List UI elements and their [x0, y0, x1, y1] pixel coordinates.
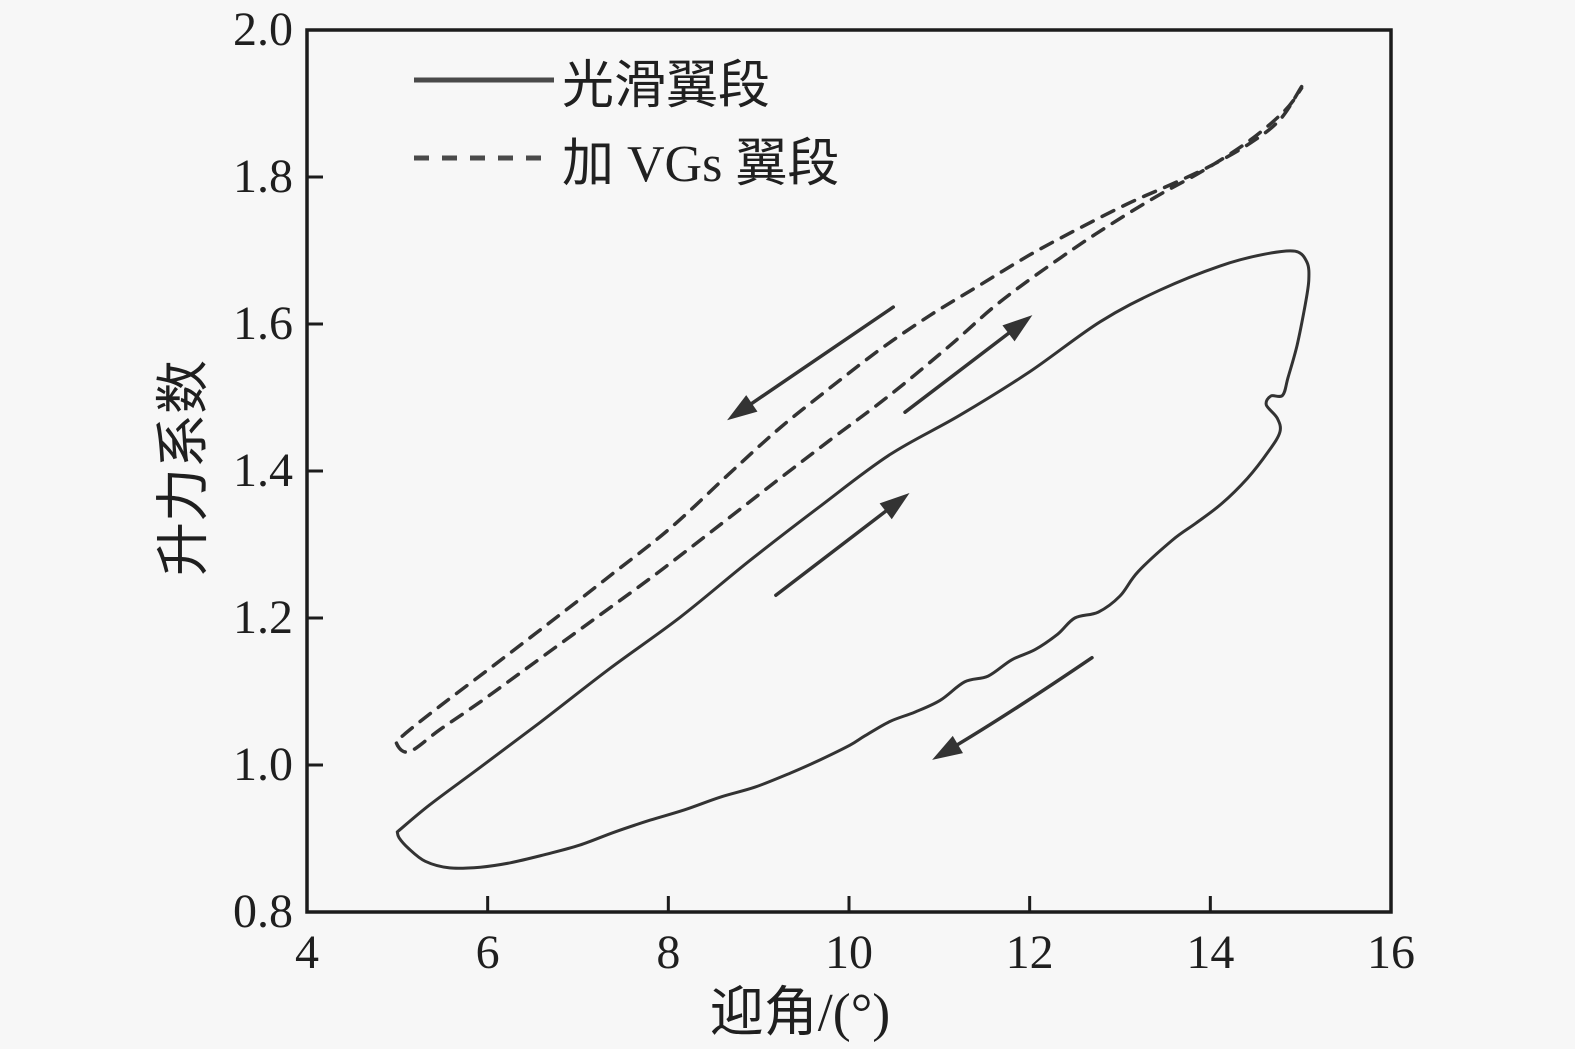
legend-item-vgs-wing: 加 VGs 翼段 [413, 119, 839, 197]
y-tick-label: 1.4 [233, 444, 293, 497]
x-tick-label: 16 [1367, 926, 1415, 979]
x-tick-label: 6 [475, 926, 500, 979]
legend-item-smooth-wing: 光滑翼段 [413, 41, 839, 119]
x-axis-title: 迎角/(°) [709, 982, 891, 1043]
y-tick-label: 1.8 [233, 150, 293, 203]
legend-label-smooth-wing: 光滑翼段 [562, 57, 771, 115]
y-tick-label: 1.6 [233, 297, 293, 350]
direction-arrow-shaft [903, 326, 1017, 414]
legend: 光滑翼段 加 VGs 翼段 [413, 41, 839, 197]
x-tick-label: 12 [1005, 926, 1054, 979]
x-tick-label: 8 [656, 926, 681, 979]
direction-arrowhead [879, 493, 910, 520]
dashed-line-sample [414, 155, 554, 161]
direction-arrow-shaft [774, 504, 894, 597]
direction-arrow-shaft [949, 655, 1094, 751]
x-tick-label: 10 [825, 926, 873, 979]
solid-line-sample [414, 77, 554, 83]
y-tick-label: 1.0 [233, 738, 293, 791]
legend-label-vgs-wing: 加 VGs 翼段 [562, 135, 840, 193]
y-tick-label: 0.8 [233, 885, 293, 938]
x-tick-label: 4 [295, 926, 319, 979]
direction-arrowhead [727, 395, 758, 421]
vgs-wing-curve [394, 84, 1304, 754]
direction-arrow-shaft [743, 305, 896, 410]
direction-arrowhead [1002, 315, 1033, 342]
direction-arrowhead [932, 735, 963, 760]
y-tick-label: 2.0 [233, 3, 293, 56]
y-tick-label: 1.2 [233, 591, 293, 644]
x-tick-label: 14 [1186, 926, 1235, 979]
smooth-wing-curve [395, 249, 1311, 870]
